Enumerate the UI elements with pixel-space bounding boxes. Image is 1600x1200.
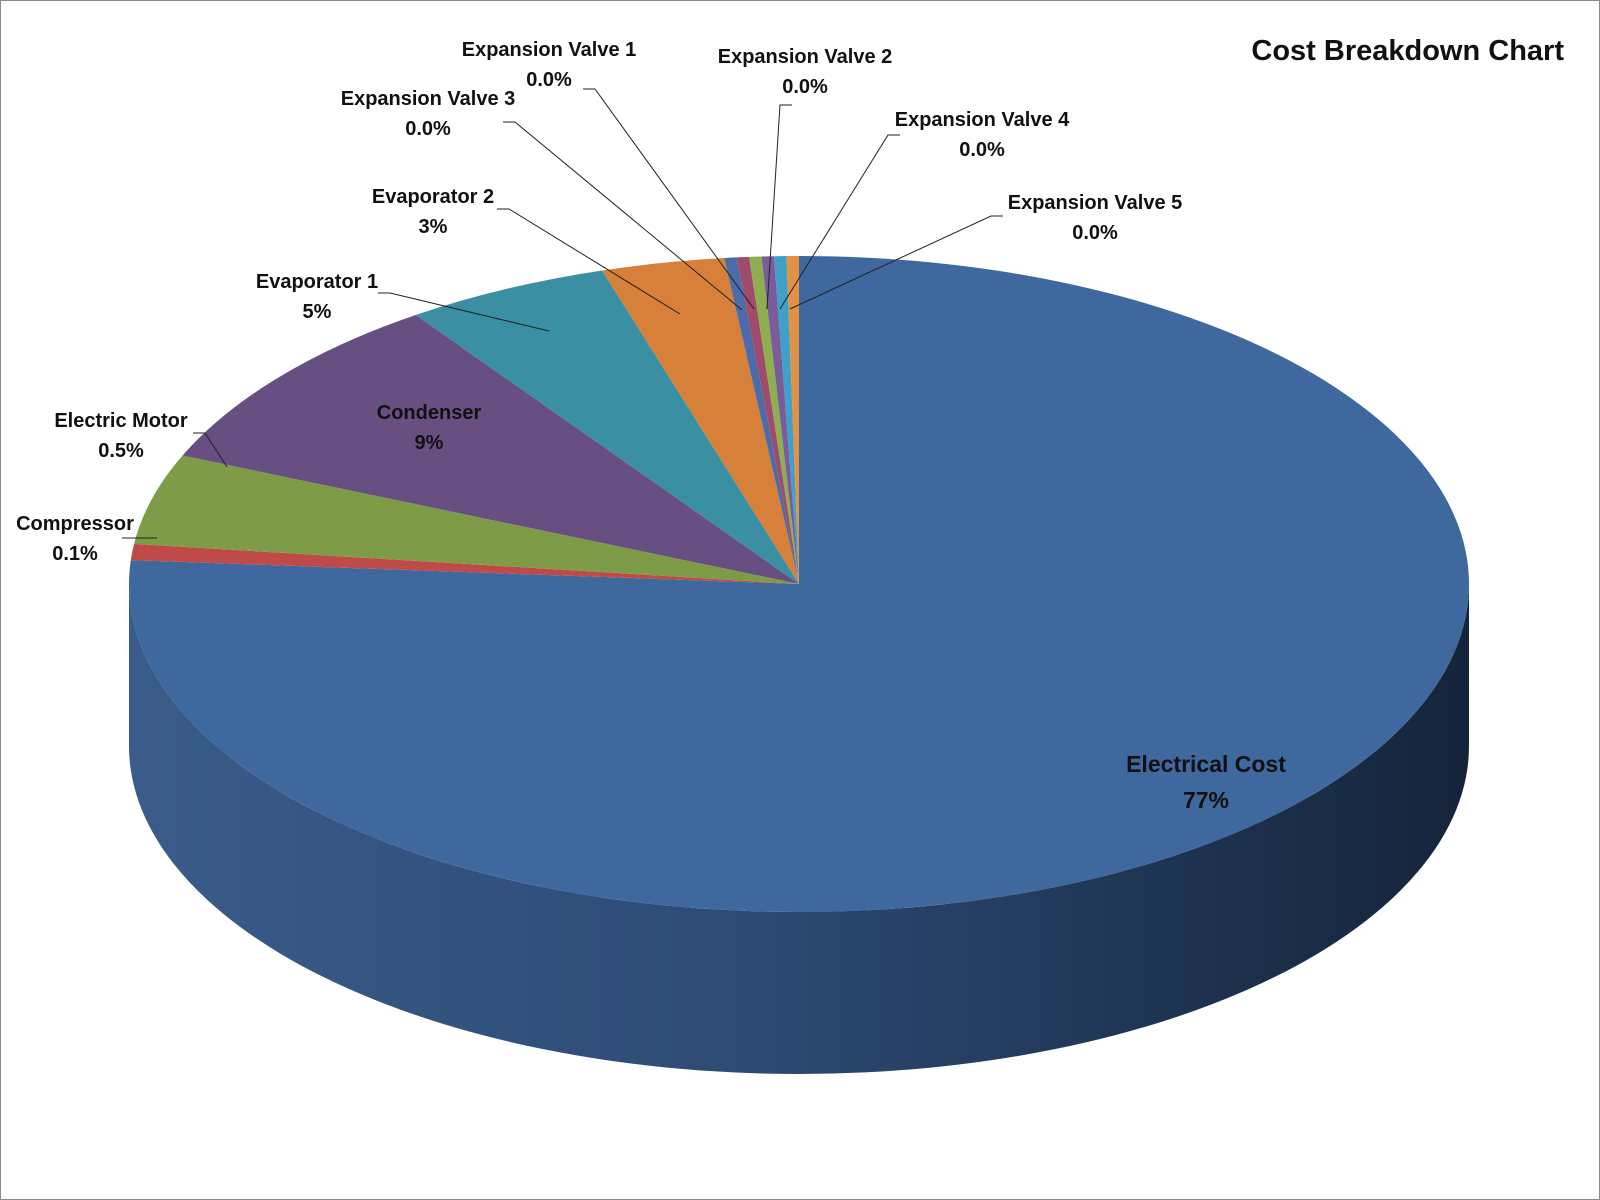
- data-label-compressor-name: Compressor: [16, 513, 134, 535]
- pie-slice-electrical-cost: [128, 256, 1470, 912]
- pie-slice-unlabeled-11: [786, 256, 799, 584]
- data-label-evaporator-2-name: Evaporator 2: [372, 186, 494, 208]
- chart-title: Cost Breakdown Chart: [1251, 35, 1564, 67]
- data-label-electrical-cost-value: 77%: [1183, 787, 1229, 813]
- data-label-condenser-name: Condenser: [377, 402, 482, 424]
- data-label-expansion-valve-4-name: Expansion Valve 4: [895, 109, 1070, 131]
- leader-line-evaporator-1: [378, 292, 550, 332]
- data-label-electric-motor-value: 0.5%: [98, 440, 144, 462]
- data-label-expansion-valve-5-value: 0.0%: [1072, 222, 1118, 244]
- pie-side-wall: [129, 584, 1469, 1074]
- leader-line-evaporator-2: [497, 208, 681, 315]
- data-label-evaporator-1-name: Evaporator 1: [256, 271, 378, 293]
- pie-slice-evaporator-1: [415, 270, 799, 584]
- pie-slice-condenser: [182, 314, 799, 584]
- leader-line-expansion-valve-2: [766, 104, 792, 310]
- data-label-expansion-valve-2-name: Expansion Valve 2: [718, 46, 893, 68]
- pie-slice-expansion-valve-5: [774, 256, 799, 584]
- data-label-expansion-valve-3-value: 0.0%: [405, 118, 451, 140]
- pie-slice-expansion-valve-4: [761, 256, 799, 584]
- data-label-electrical-cost-name: Electrical Cost: [1126, 751, 1286, 777]
- leader-line-expansion-valve-1: [583, 88, 755, 310]
- data-label-condenser-value: 9%: [415, 432, 444, 454]
- data-label-evaporator-2-value: 3%: [419, 216, 448, 238]
- pie-slice-expansion-valve-1: [736, 256, 799, 584]
- leader-line-electric-motor: [193, 432, 228, 468]
- leader-line-expansion-valve-3: [503, 121, 743, 311]
- leader-line-expansion-valve-4: [779, 134, 900, 310]
- data-label-evaporator-1-value: 5%: [303, 301, 332, 323]
- pie-slice-compressor: [130, 543, 800, 584]
- data-label-expansion-valve-3-name: Expansion Valve 3: [341, 88, 516, 110]
- data-label-expansion-valve-4-value: 0.0%: [959, 139, 1005, 161]
- pie-slice-expansion-valve-2: [749, 256, 799, 584]
- leader-line-expansion-valve-5: [789, 215, 1003, 310]
- pie-slice-electric-motor: [134, 455, 799, 584]
- data-label-expansion-valve-5-name: Expansion Valve 5: [1008, 192, 1183, 214]
- data-label-expansion-valve-1-name: Expansion Valve 1: [462, 39, 637, 61]
- data-label-electric-motor-name: Electric Motor: [54, 410, 188, 432]
- pie-slice-expansion-valve-3: [724, 257, 799, 584]
- pie-slice-evaporator-2: [602, 258, 799, 584]
- data-label-expansion-valve-2-value: 0.0%: [782, 76, 828, 98]
- data-label-compressor-value: 0.1%: [52, 543, 98, 565]
- data-label-expansion-valve-1-value: 0.0%: [526, 69, 572, 91]
